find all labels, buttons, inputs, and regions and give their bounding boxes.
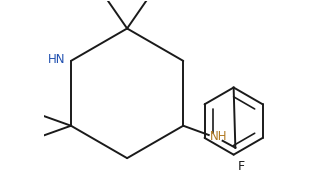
Text: F: F [238, 160, 245, 173]
Text: HN: HN [48, 53, 65, 66]
Text: NH: NH [210, 130, 228, 143]
